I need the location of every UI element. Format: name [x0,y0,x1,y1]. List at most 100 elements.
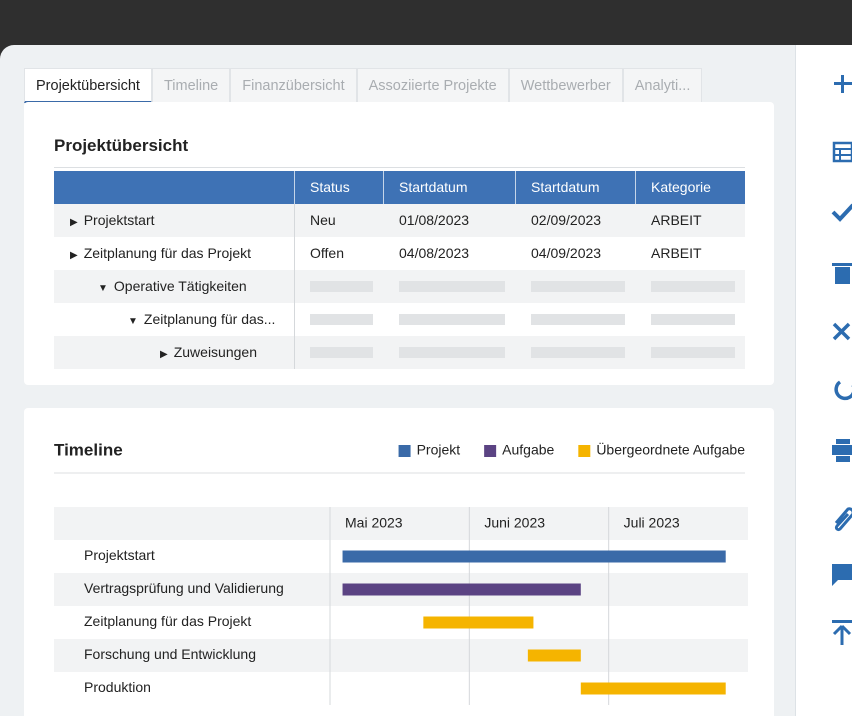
timeline-chart: Timeline Übergeordnete Aufgabe Aufgabe Pro… [54,440,748,705]
print-icon[interactable] [832,439,852,462]
table-cell: 04/08/2023 [399,245,470,261]
column-header: Kategorie [651,179,711,195]
add-icon[interactable] [834,75,852,93]
legend-label: Projekt [417,442,461,458]
delete-icon[interactable] [832,263,852,284]
x-tick-label: Juni 2023 [484,515,545,531]
table-row: ▶ Zeitplanung für das Projekt Offen 04/08/2… [54,237,745,270]
sidebar [795,45,852,716]
row-label-cell: ▼ Zeitplanung für das... [128,303,275,336]
placeholder [651,314,735,325]
overview-title: Projektübersicht [54,136,189,155]
legend-swatch [578,445,591,457]
column-separator [294,303,295,336]
upload-icon[interactable] [832,620,852,645]
placeholder [399,314,505,325]
row-label-cell: ▼ Operative Tätigkeiten [98,270,247,303]
gantt-bar [527,649,581,662]
placeholder [531,281,625,292]
tab-bar: Projektübersicht Timeline Finanzübersicht A… [24,68,703,103]
tab[interactable]: Projektübersicht [24,68,152,103]
timeline-card: Timeline Übergeordnete Aufgabe Aufgabe Pro… [24,408,774,716]
legend-label: Aufgabe [502,442,554,458]
row-label-cell: ▶ Projektstart [70,204,155,237]
placeholder [531,314,625,325]
task-label: Zeitplanung für das Projekt [84,613,251,629]
x-tick-label: Juli 2023 [624,515,680,531]
table-row: ▶ Zuweisungen [54,336,745,369]
column-header: Startdatum [531,179,600,195]
table-cell: Offen [310,245,344,261]
legend-swatch [398,445,411,457]
expand-toggle[interactable]: ▼ [98,283,108,294]
tab[interactable]: Timeline [151,68,231,103]
tab[interactable]: Wettbewerber [508,68,623,103]
column-separator [383,171,384,204]
column-separator [294,270,295,303]
column-separator [635,171,636,204]
table-cell: 04/09/2023 [531,245,602,261]
attach-icon[interactable] [834,507,852,532]
close-icon[interactable] [832,322,851,341]
task-label: Projektstart [84,547,155,563]
row-label: Zuweisungen [173,344,257,360]
sidebar-icons [831,75,852,645]
table-row: ▼ Operative Tätigkeiten [54,270,745,303]
divider [54,167,745,168]
table-cell: 02/09/2023 [531,212,602,228]
table-icon[interactable] [832,141,852,163]
row-label: Projektstart [83,212,155,228]
row-label-cell: ▶ Zuweisungen [160,336,257,369]
undo-icon[interactable] [834,380,852,401]
gantt-bar [342,583,581,596]
expand-toggle[interactable]: ▶ [70,217,78,228]
expand-toggle[interactable]: ▼ [128,316,138,327]
placeholder [310,314,373,325]
column-separator [294,237,295,270]
table-row: ▶ Projektstart Neu 01/08/2023 02/09/2023 ARBE… [54,204,745,237]
check-icon[interactable] [831,203,852,222]
placeholder [531,347,625,358]
placeholder [651,281,735,292]
task-label: Produktion [84,679,151,695]
timeline-title: Timeline [54,440,123,459]
gantt-bar [423,616,534,629]
table-cell: ARBEIT [651,245,702,261]
placeholder [310,347,373,358]
comment-icon[interactable] [832,564,852,586]
overview-card: Projektübersicht Status Startdatum Startda… [24,102,774,385]
tab[interactable]: Finanzübersicht [230,68,357,103]
column-separator [515,171,516,204]
table-header: Status Startdatum Startdatum Kategorie [54,171,745,204]
row-label: Operative Tätigkeiten [113,278,247,294]
placeholder [651,347,735,358]
column-separator [294,171,295,204]
placeholder [399,281,505,292]
task-label: Forschung und Entwicklung [84,646,256,662]
task-label: Vertragsprüfung und Validierung [84,580,284,596]
table-cell: ARBEIT [651,212,702,228]
gantt-bar [580,682,726,695]
x-tick-label: Mai 2023 [345,515,403,531]
column-header: Status [310,179,350,195]
row-label: Zeitplanung für das... [143,311,276,327]
tab[interactable]: Assoziierte Projekte [356,68,509,103]
column-header: Startdatum [399,179,468,195]
row-band [54,639,748,672]
row-label-cell: ▶ Zeitplanung für das Projekt [70,237,251,270]
table-cell: Neu [310,212,336,228]
tab[interactable]: Analyti... [622,68,703,103]
expand-toggle[interactable]: ▶ [70,250,78,261]
gantt-header [54,507,748,540]
table-row: ▼ Zeitplanung für das... [54,303,745,336]
placeholder [399,347,505,358]
legend-swatch [484,445,497,457]
gantt-bar [342,550,726,563]
column-separator [294,204,295,237]
legend-label: Übergeordnete Aufgabe [596,441,745,458]
row-label: Zeitplanung für das Projekt [83,245,252,261]
table-cell: 01/08/2023 [399,212,470,228]
expand-toggle[interactable]: ▶ [160,349,168,360]
column-separator [294,336,295,369]
